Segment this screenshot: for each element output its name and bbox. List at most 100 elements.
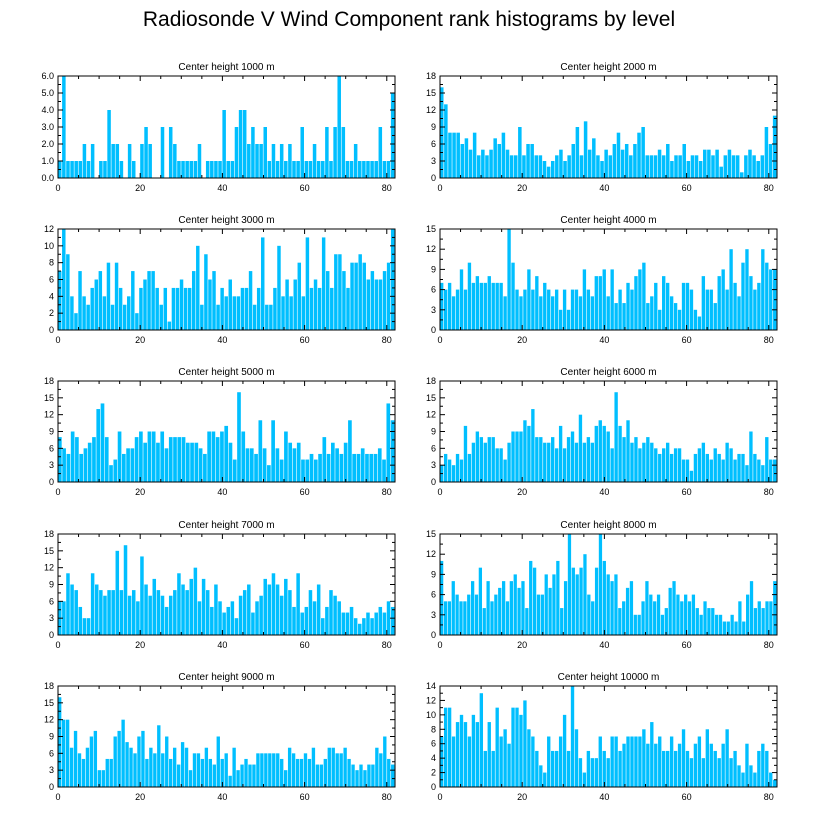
histogram-bar bbox=[440, 736, 444, 787]
histogram-bar bbox=[463, 289, 468, 330]
histogram-bar bbox=[764, 127, 769, 178]
histogram-bar bbox=[74, 161, 78, 178]
x-tick-label: 20 bbox=[517, 335, 527, 345]
histogram-bar bbox=[244, 758, 248, 787]
y-tick-label: 0 bbox=[431, 477, 436, 487]
histogram-bar bbox=[705, 289, 709, 330]
histogram-bar bbox=[375, 747, 379, 787]
histogram-bar bbox=[598, 736, 602, 787]
histogram-bar bbox=[633, 144, 637, 178]
histogram-bar bbox=[304, 161, 309, 178]
histogram-bar bbox=[292, 448, 297, 482]
histogram-bar bbox=[204, 747, 209, 787]
histogram-bar bbox=[668, 587, 672, 635]
histogram-bar bbox=[382, 161, 387, 178]
histogram-bar bbox=[171, 287, 176, 330]
histogram-bar bbox=[277, 245, 281, 330]
y-tick-label: 3 bbox=[431, 610, 436, 620]
y-tick-label: 9 bbox=[49, 427, 54, 437]
histogram-bar bbox=[475, 276, 480, 330]
histogram-bar bbox=[548, 587, 552, 635]
x-tick-label: 0 bbox=[55, 183, 60, 193]
histogram-bar bbox=[144, 127, 148, 178]
histogram-bar bbox=[351, 764, 355, 787]
histogram-bar bbox=[349, 161, 354, 178]
histogram-bar bbox=[456, 132, 460, 178]
histogram-bar bbox=[765, 262, 769, 330]
y-tick-label: 15 bbox=[426, 88, 436, 98]
histogram-bar bbox=[681, 282, 686, 330]
histogram-bar bbox=[247, 144, 251, 178]
histogram-bar bbox=[345, 612, 350, 635]
histogram-bar bbox=[374, 612, 378, 635]
histogram-bar bbox=[382, 271, 387, 330]
histogram-bar bbox=[689, 758, 694, 787]
y-tick-label: 0 bbox=[431, 173, 436, 183]
histogram-bar bbox=[749, 431, 753, 482]
histogram-bar bbox=[212, 271, 216, 330]
histogram-bar bbox=[160, 595, 165, 635]
histogram-bar bbox=[670, 161, 674, 178]
histogram-bar bbox=[131, 590, 136, 635]
histogram-bar bbox=[470, 581, 475, 635]
histogram-bar bbox=[626, 736, 630, 787]
histogram-bar bbox=[701, 442, 706, 482]
histogram-bar bbox=[240, 764, 244, 787]
histogram-bar bbox=[711, 155, 715, 178]
histogram-bar bbox=[197, 144, 202, 178]
histogram-bar bbox=[98, 271, 103, 330]
histogram-bar bbox=[345, 161, 350, 178]
histogram-bar bbox=[100, 403, 105, 482]
histogram-bar bbox=[570, 431, 575, 482]
panel-title: Center height 8000 m bbox=[560, 520, 656, 531]
histogram-bar bbox=[680, 601, 684, 635]
histogram-bar bbox=[664, 608, 668, 635]
histogram-bar bbox=[505, 149, 510, 178]
y-tick-label: 2 bbox=[49, 308, 54, 318]
histogram-bar bbox=[117, 730, 121, 787]
histogram-bar bbox=[309, 287, 314, 330]
histogram-bar bbox=[474, 594, 479, 635]
histogram-bar bbox=[362, 262, 366, 330]
histogram-bar bbox=[145, 758, 149, 787]
histogram-bar bbox=[312, 601, 317, 635]
histogram-bar bbox=[343, 442, 348, 482]
y-tick-label: 18 bbox=[44, 376, 54, 386]
histogram-bar bbox=[370, 271, 375, 330]
histogram-bar bbox=[538, 155, 543, 178]
histogram-bar bbox=[653, 601, 657, 635]
histogram-bar bbox=[467, 594, 471, 635]
histogram-bar bbox=[447, 601, 452, 635]
histogram-bar bbox=[165, 736, 169, 787]
y-tick-label: 10 bbox=[44, 241, 54, 251]
histogram-bar bbox=[503, 296, 507, 330]
y-tick-label: 12 bbox=[426, 549, 436, 559]
histogram-bar bbox=[284, 161, 288, 178]
histogram-bar bbox=[338, 254, 342, 330]
histogram-bar bbox=[713, 750, 717, 787]
histogram-bar bbox=[358, 623, 362, 635]
histogram-bar bbox=[765, 601, 769, 635]
histogram-bar bbox=[275, 584, 280, 635]
histogram-bar bbox=[713, 303, 717, 330]
histogram-bar bbox=[733, 282, 737, 330]
histogram-bar bbox=[81, 758, 86, 787]
y-tick-label: 12 bbox=[426, 695, 436, 705]
histogram-bar bbox=[58, 437, 62, 482]
histogram-bar bbox=[558, 425, 563, 482]
histogram-bar bbox=[265, 304, 269, 330]
histogram-bar bbox=[662, 448, 666, 482]
histogram-bar bbox=[163, 287, 168, 330]
histogram-bar bbox=[275, 161, 280, 178]
histogram-bar bbox=[121, 719, 125, 787]
x-tick-label: 80 bbox=[764, 183, 774, 193]
histogram-panel: Center height 7000 m 0 20 40 60 80 0 3 6 9 12 15 18 bbox=[44, 520, 396, 650]
histogram-bar bbox=[709, 743, 713, 787]
histogram-bar bbox=[189, 578, 194, 635]
histogram-bar bbox=[717, 276, 721, 330]
histogram-bar bbox=[353, 618, 358, 635]
histogram-bar bbox=[230, 161, 235, 178]
histogram-bar bbox=[725, 442, 729, 482]
histogram-bar bbox=[586, 437, 591, 482]
histogram-bar bbox=[444, 104, 448, 178]
